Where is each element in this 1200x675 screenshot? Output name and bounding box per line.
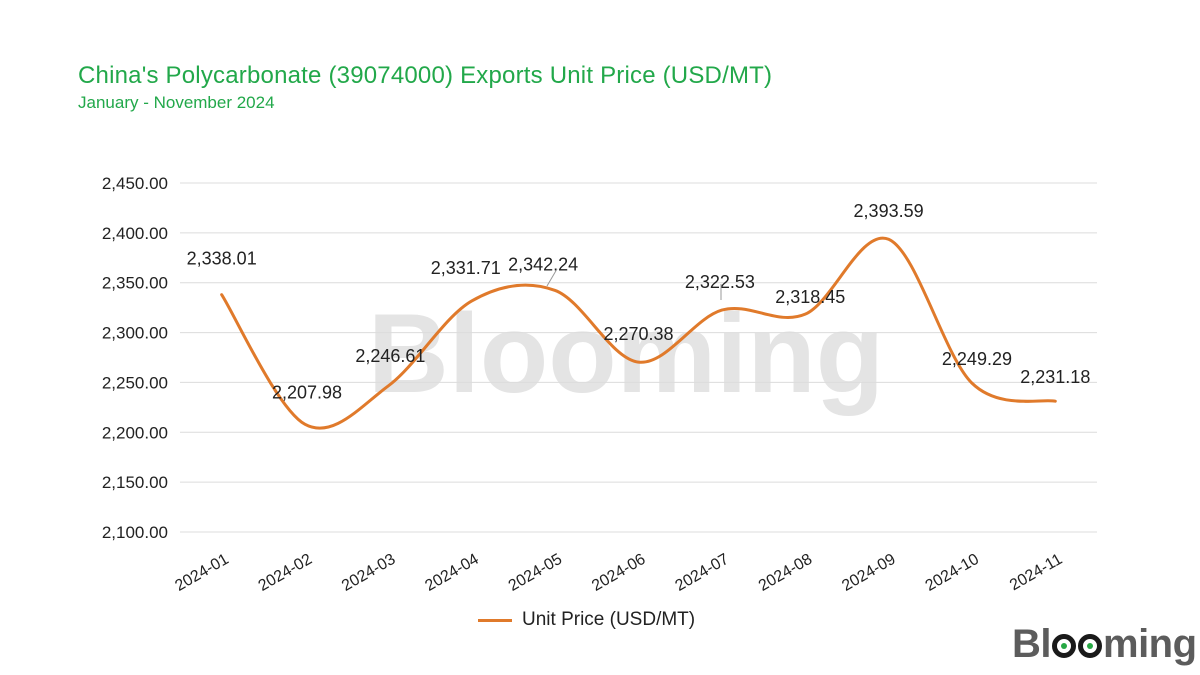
y-tick-label: 2,350.00 [102,274,168,293]
x-tick-label: 2024-08 [756,551,815,595]
x-tick-label: 2024-07 [673,551,732,595]
chart-legend: Unit Price (USD/MT) [478,609,695,631]
y-tick-label: 2,250.00 [102,373,168,392]
x-tick-label: 2024-04 [422,551,481,595]
legend-label-unit-price: Unit Price (USD/MT) [522,609,696,630]
brand-logo: Bl ming [1012,622,1197,666]
data-labels: 2,338.01 2,207.98 2,246.61 2,331.71 2,342.24… [187,201,1091,402]
legend-swatch-unit-price [478,618,512,622]
brand-watermark: Blooming [368,291,884,416]
data-label: 2,246.61 [355,346,425,366]
chart-subtitle: January - November 2024 [78,93,275,112]
data-label: 2,393.59 [854,201,924,221]
data-label: 2,322.53 [685,272,755,292]
x-tick-label: 2024-01 [172,551,231,595]
x-tick-label: 2024-06 [589,551,648,595]
x-tick-label: 2024-10 [923,551,982,595]
data-label: 2,207.98 [272,382,342,402]
y-tick-label: 2,200.00 [102,423,168,442]
x-tick-label: 2024-03 [339,551,398,595]
x-tick-label: 2024-05 [506,551,565,595]
logo-o-icon [1052,634,1076,658]
data-label: 2,338.01 [187,249,257,269]
y-axis-ticks: 2,100.00 2,150.00 2,200.00 2,250.00 2,300.00… [102,174,168,542]
y-tick-label: 2,400.00 [102,224,168,243]
data-label: 2,249.29 [942,349,1012,369]
x-axis-ticks: 2024-01 2024-02 2024-03 2024-04 2024-05 2024-… [172,551,1065,595]
y-tick-label: 2,150.00 [102,473,168,492]
x-tick-label: 2024-11 [1007,551,1065,595]
data-label: 2,231.18 [1020,367,1090,387]
data-label: 2,318.45 [775,287,845,307]
label-leader-line [546,268,558,287]
chart-title: China's Polycarbonate (39074000) Exports… [78,62,773,89]
data-label: 2,342.24 [508,254,578,274]
gridlines [180,182,1097,533]
x-tick-label: 2024-09 [839,551,898,595]
data-label: 2,331.71 [431,258,501,278]
logo-o-icon [1078,634,1102,658]
data-label: 2,270.38 [603,324,673,344]
series-line-unit-price [220,236,1057,430]
y-tick-label: 2,300.00 [102,324,168,343]
y-tick-label: 2,100.00 [102,523,168,542]
y-tick-label: 2,450.00 [102,174,168,193]
x-tick-label: 2024-02 [256,551,315,595]
